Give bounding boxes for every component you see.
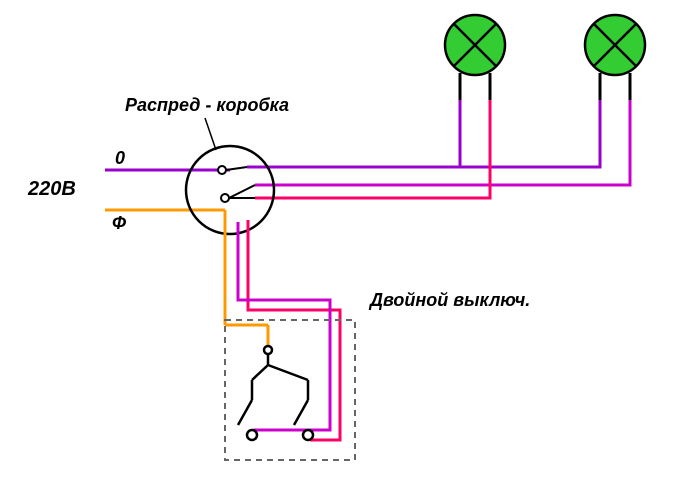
label-neutral: 0	[115, 148, 125, 169]
label-phase: Ф	[112, 213, 126, 234]
label-double-switch: Двойной выключ.	[370, 290, 530, 311]
lamp-2	[585, 15, 645, 75]
wire-load-lamp1	[255, 100, 490, 198]
switch-internals	[238, 346, 313, 440]
wire-load1-down	[248, 220, 340, 440]
wiring-diagram	[0, 0, 700, 500]
lamp-1	[445, 15, 505, 75]
label-voltage: 220В	[28, 178, 76, 201]
label-junction-box: Распред - коробка	[125, 95, 289, 116]
wire-load-lamp2	[255, 100, 630, 185]
wire-load2-down	[238, 222, 330, 440]
junction-box	[186, 146, 274, 234]
